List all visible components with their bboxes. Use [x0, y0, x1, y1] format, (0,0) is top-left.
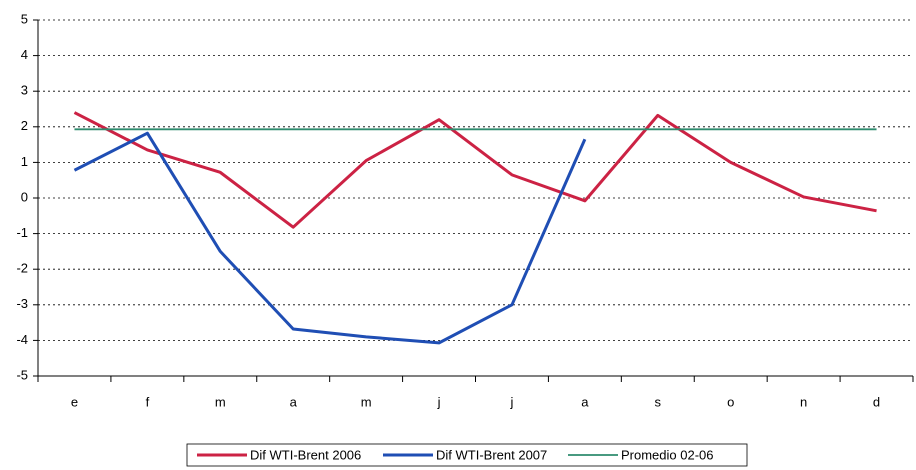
y-tick-label: -2	[16, 261, 28, 276]
x-tick-label: m	[361, 394, 372, 409]
x-tick-label: s	[655, 394, 662, 409]
x-tick-label: m	[215, 394, 226, 409]
legend: Dif WTI-Brent 2006 Dif WTI-Brent 2007 Prom…	[186, 443, 748, 467]
legend-label: Promedio 02-06	[621, 447, 714, 462]
legend-box	[186, 443, 748, 467]
series-line	[73, 131, 587, 345]
y-tick-label: -1	[16, 225, 28, 240]
y-tick-label: 3	[21, 83, 28, 98]
y-tick-label: 4	[21, 47, 28, 62]
x-tick-label: n	[800, 394, 807, 409]
y-tick-label: -4	[16, 332, 28, 347]
x-tick-label: f	[146, 394, 150, 409]
x-tick-label: j	[437, 394, 441, 409]
x-tick-label: d	[873, 394, 880, 409]
x-tick-label: j	[510, 394, 514, 409]
series-line	[73, 111, 877, 229]
y-tick-label: 1	[21, 154, 28, 169]
y-tick-label: -5	[16, 367, 28, 382]
y-tick-label: -3	[16, 296, 28, 311]
x-tick-label: a	[581, 394, 589, 409]
y-tick-label: 0	[21, 189, 28, 204]
legend-label: Dif WTI-Brent 2006	[250, 447, 361, 462]
x-tick-label: e	[71, 394, 78, 409]
legend-label: Dif WTI-Brent 2007	[436, 447, 547, 462]
y-tick-label: 2	[21, 118, 28, 133]
x-tick-label: o	[727, 394, 734, 409]
x-tick-label: a	[290, 394, 298, 409]
y-tick-label: 5	[21, 11, 28, 26]
